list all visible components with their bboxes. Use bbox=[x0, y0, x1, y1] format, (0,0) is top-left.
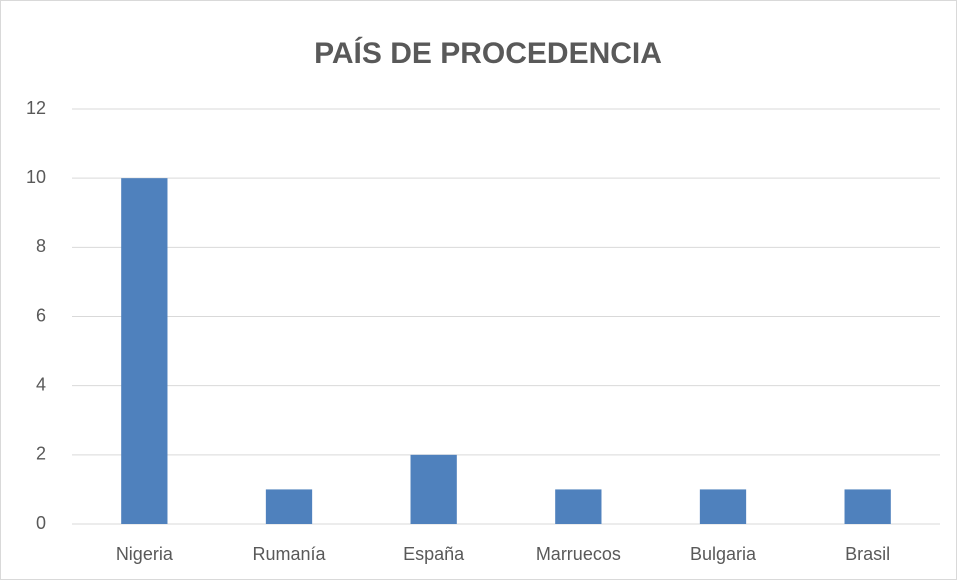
y-tick-label: 2 bbox=[36, 444, 46, 464]
bar bbox=[121, 178, 168, 524]
x-tick-label: Brasil bbox=[845, 544, 890, 564]
bar bbox=[410, 454, 457, 524]
x-tick-label: Bulgaria bbox=[690, 544, 757, 564]
bar bbox=[265, 489, 313, 524]
x-tick-label: Nigeria bbox=[116, 544, 174, 564]
y-tick-label: 10 bbox=[26, 167, 46, 187]
y-tick-label: 12 bbox=[26, 98, 46, 118]
chart-title: PAÍS DE PROCEDENCIA bbox=[314, 36, 662, 70]
bar bbox=[699, 489, 747, 524]
y-tick-label: 8 bbox=[36, 236, 46, 256]
x-tick-label: Rumanía bbox=[252, 544, 326, 564]
bar bbox=[555, 489, 602, 524]
x-tick-label: Marruecos bbox=[536, 544, 621, 564]
x-tick-label: España bbox=[403, 544, 465, 564]
y-tick-label: 6 bbox=[36, 305, 46, 325]
y-tick-label: 0 bbox=[36, 513, 46, 533]
y-tick-label: 4 bbox=[36, 374, 46, 394]
bar bbox=[844, 489, 891, 524]
